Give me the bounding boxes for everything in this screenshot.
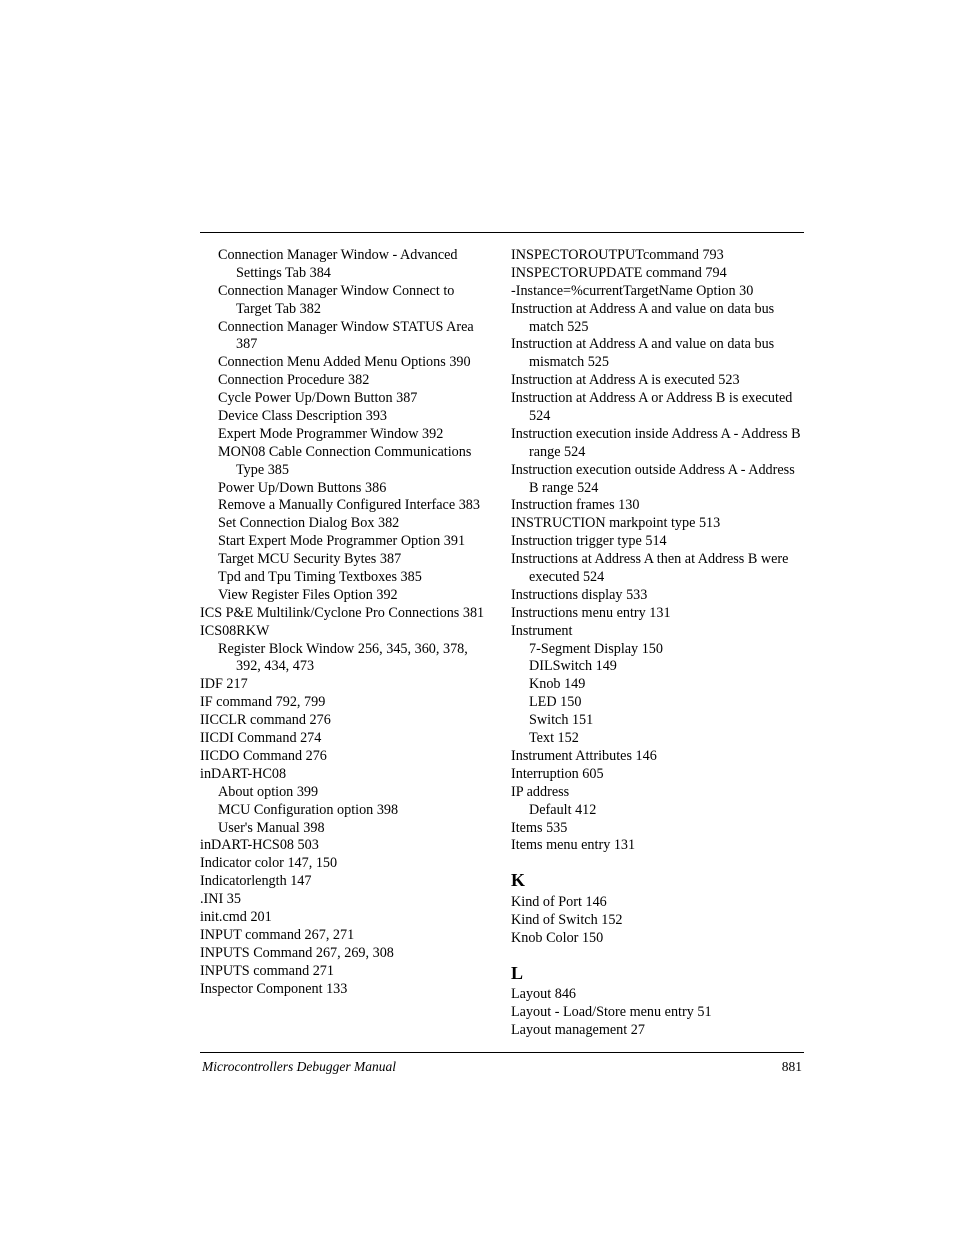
- index-entry: MON08 Cable Connection Communications Ty…: [200, 444, 493, 480]
- index-entry: Items menu entry 131: [511, 837, 804, 855]
- index-entry: INSPECTORUPDATE command 794: [511, 265, 804, 283]
- index-entry: init.cmd 201: [200, 909, 493, 927]
- index-entry: Instruction at Address A is executed 523: [511, 372, 804, 390]
- index-entry: inDART-HCS08 503: [200, 837, 493, 855]
- index-entry: DILSwitch 149: [511, 658, 804, 676]
- index-entry: MCU Configuration option 398: [200, 802, 493, 820]
- index-entry: -Instance=%currentTargetName Option 30: [511, 283, 804, 301]
- index-entry: ICS08RKW: [200, 623, 493, 641]
- index-section-heading: K: [511, 869, 804, 892]
- index-entry: inDART-HC08: [200, 766, 493, 784]
- index-entry: Power Up/Down Buttons 386: [200, 480, 493, 498]
- index-entry: Default 412: [511, 802, 804, 820]
- index-entry: Connection Menu Added Menu Options 390: [200, 354, 493, 372]
- rule-top: [200, 232, 804, 233]
- index-entry: .INI 35: [200, 891, 493, 909]
- footer-page-number: 881: [782, 1059, 802, 1075]
- index-entry: IICDI Command 274: [200, 730, 493, 748]
- index-entry: Instruction frames 130: [511, 497, 804, 515]
- index-entry: INPUTS Command 267, 269, 308: [200, 945, 493, 963]
- index-entry: Instruction at Address A and value on da…: [511, 336, 804, 372]
- index-entry: Cycle Power Up/Down Button 387: [200, 390, 493, 408]
- index-entry: INPUT command 267, 271: [200, 927, 493, 945]
- index-entry: INSTRUCTION markpoint type 513: [511, 515, 804, 533]
- index-section-heading: L: [511, 962, 804, 985]
- index-entry: Expert Mode Programmer Window 392: [200, 426, 493, 444]
- index-entry: About option 399: [200, 784, 493, 802]
- index-entry: Knob 149: [511, 676, 804, 694]
- index-entry: User's Manual 398: [200, 820, 493, 838]
- index-entry: Connection Procedure 382: [200, 372, 493, 390]
- index-entry: Remove a Manually Configured Interface 3…: [200, 497, 493, 515]
- index-entry: Instrument Attributes 146: [511, 748, 804, 766]
- index-column-right: INSPECTOROUTPUTcommand 793INSPECTORUPDAT…: [511, 247, 804, 1040]
- index-entry: Instruction execution outside Address A …: [511, 462, 804, 498]
- index-entry: Instrument: [511, 623, 804, 641]
- page-footer: Microcontrollers Debugger Manual 881: [200, 1059, 804, 1075]
- index-entry: Instructions at Address A then at Addres…: [511, 551, 804, 587]
- index-entry: Kind of Port 146: [511, 894, 804, 912]
- index-entry: IICDO Command 276: [200, 748, 493, 766]
- index-entry: Interruption 605: [511, 766, 804, 784]
- index-entry: Instructions menu entry 131: [511, 605, 804, 623]
- footer-title: Microcontrollers Debugger Manual: [202, 1059, 396, 1075]
- index-entry: INSPECTOROUTPUTcommand 793: [511, 247, 804, 265]
- index-entry: Switch 151: [511, 712, 804, 730]
- index-entry: Indicatorlength 147: [200, 873, 493, 891]
- index-entry: Instruction trigger type 514: [511, 533, 804, 551]
- index-entry: View Register Files Option 392: [200, 587, 493, 605]
- index-entry: Connection Manager Window STATUS Area 38…: [200, 319, 493, 355]
- index-entry: Connection Manager Window Connect to Tar…: [200, 283, 493, 319]
- index-entry: Kind of Switch 152: [511, 912, 804, 930]
- index-entry: Tpd and Tpu Timing Textboxes 385: [200, 569, 493, 587]
- index-entry: Layout management 27: [511, 1022, 804, 1040]
- index-entry: IDF 217: [200, 676, 493, 694]
- index-entry: Instruction execution inside Address A -…: [511, 426, 804, 462]
- index-entry: Instructions display 533: [511, 587, 804, 605]
- index-entry: 7-Segment Display 150: [511, 641, 804, 659]
- index-entry: Layout - Load/Store menu entry 51: [511, 1004, 804, 1022]
- index-column-left: Connection Manager Window - Advanced Set…: [200, 247, 493, 1040]
- index-entry: Register Block Window 256, 345, 360, 378…: [200, 641, 493, 677]
- index-entry: Target MCU Security Bytes 387: [200, 551, 493, 569]
- index-entry: Items 535: [511, 820, 804, 838]
- index-columns: Connection Manager Window - Advanced Set…: [200, 247, 804, 1040]
- index-entry: Inspector Component 133: [200, 981, 493, 999]
- index-entry: Connection Manager Window - Advanced Set…: [200, 247, 493, 283]
- index-entry: ICS P&E Multilink/Cyclone Pro Connection…: [200, 605, 493, 623]
- index-page: Connection Manager Window - Advanced Set…: [0, 0, 954, 1075]
- index-entry: Knob Color 150: [511, 930, 804, 948]
- index-entry: INPUTS command 271: [200, 963, 493, 981]
- rule-bottom: [200, 1052, 804, 1053]
- index-entry: Layout 846: [511, 986, 804, 1004]
- index-entry: Device Class Description 393: [200, 408, 493, 426]
- index-entry: IICCLR command 276: [200, 712, 493, 730]
- index-entry: IP address: [511, 784, 804, 802]
- index-entry: LED 150: [511, 694, 804, 712]
- index-entry: Instruction at Address A or Address B is…: [511, 390, 804, 426]
- index-entry: IF command 792, 799: [200, 694, 493, 712]
- index-entry: Set Connection Dialog Box 382: [200, 515, 493, 533]
- index-entry: Indicator color 147, 150: [200, 855, 493, 873]
- index-entry: Instruction at Address A and value on da…: [511, 301, 804, 337]
- index-entry: Start Expert Mode Programmer Option 391: [200, 533, 493, 551]
- index-entry: Text 152: [511, 730, 804, 748]
